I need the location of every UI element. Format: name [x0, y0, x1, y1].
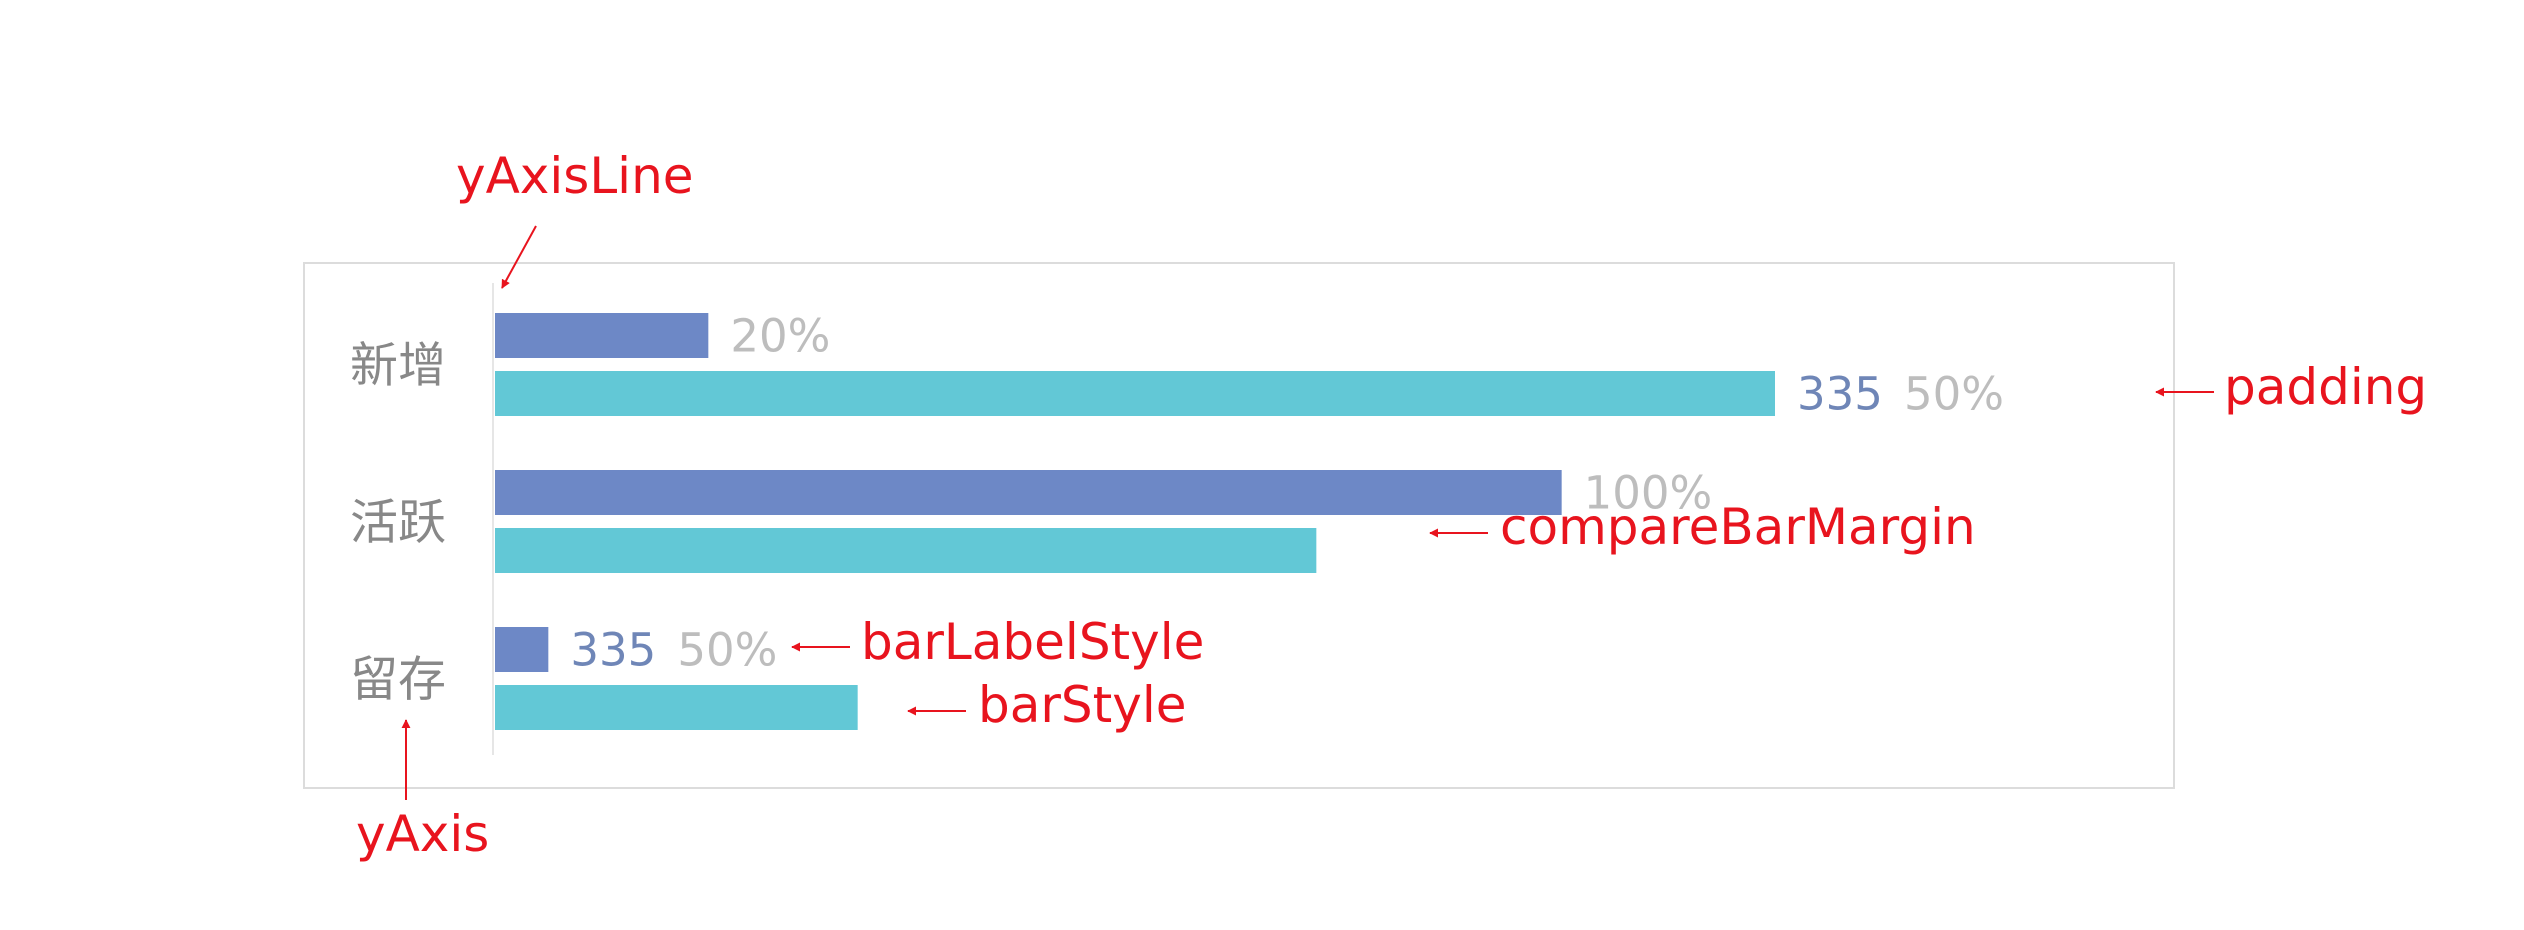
bars-layer: 新增 20% 335 50% 活跃 100% 留存 335 50% [350, 310, 2004, 730]
category-label: 新增 [350, 338, 446, 394]
compare-bar [495, 371, 1775, 416]
annotation-bar-label-style: barLabelStyle [861, 613, 1204, 671]
bar-percent-label: 100% [1584, 467, 1713, 520]
annotation-padding: padding [2224, 358, 2427, 416]
annotation-compare-bar-margin: compareBarMargin [1500, 498, 1976, 556]
bar-percent-label: 50% [677, 624, 777, 677]
bar-percent-label: 20% [730, 310, 830, 363]
annotation-y-axis-line: yAxisLine [456, 147, 694, 205]
primary-bar [495, 313, 709, 358]
category-label: 活跃 [350, 495, 446, 551]
primary-bar [495, 470, 1562, 515]
compare-bar [495, 528, 1317, 573]
annotation-y-axis: yAxis [356, 805, 489, 863]
primary-bar [495, 627, 549, 672]
category-label: 留存 [350, 652, 446, 708]
bar-value-label: 335 [1797, 368, 1883, 421]
bar-percent-label: 50% [1904, 368, 2004, 421]
annotation-bar-style: barStyle [978, 676, 1187, 734]
bar-value-label: 335 [570, 624, 656, 677]
compare-bar [495, 685, 858, 730]
annotation-y-axis-line-arrow [501, 225, 537, 289]
